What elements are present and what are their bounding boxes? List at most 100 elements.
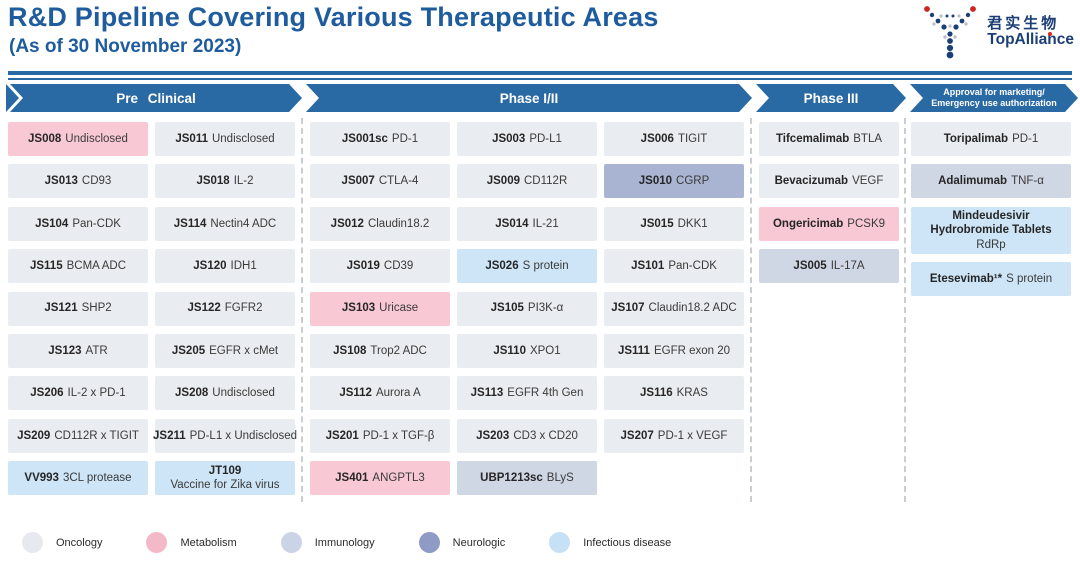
drug-target: CGRP bbox=[676, 175, 710, 188]
drug-code: JS203 bbox=[476, 429, 510, 442]
column-phase3: Tifcemalimab BTLA Bevacizumab VEGF Ongericim… bbox=[759, 122, 899, 284]
drug-code: Toripalimab bbox=[943, 132, 1009, 145]
drug-code: Ongericimab bbox=[772, 217, 844, 230]
pipeline-cell: JS012 Claudin18.2 bbox=[310, 206, 450, 241]
column-preclinical-1: JS008 Undisclosed JS013 CD93 JS104 Pan-CDK JS1… bbox=[8, 122, 148, 496]
drug-target: IL-2 x PD-1 bbox=[67, 387, 126, 400]
legend-label: Metabolism bbox=[180, 536, 237, 549]
pipeline-cell: Toripalimab PD-1 bbox=[911, 122, 1071, 156]
legend-color-dot bbox=[22, 532, 43, 553]
pipeline-cell: JS208 Undisclosed bbox=[155, 376, 295, 411]
pipeline-cell: Tifcemalimab BTLA bbox=[759, 122, 899, 156]
pipeline-cell: UBP1213sc BLyS bbox=[457, 461, 597, 496]
drug-target: S protein bbox=[522, 259, 569, 272]
legend-item: Infectious disease bbox=[549, 532, 671, 553]
drug-code: JS001sc bbox=[341, 132, 388, 145]
pipeline-cell: JS104 Pan-CDK bbox=[8, 206, 148, 241]
drug-target: CD39 bbox=[383, 259, 414, 272]
pipeline-cell: JS110 XPO1 bbox=[457, 333, 597, 368]
drug-code: JS201 bbox=[325, 429, 359, 442]
pipeline-cell: Etesevimab¹* S protein bbox=[911, 262, 1071, 297]
drug-code: JS026 bbox=[485, 259, 519, 272]
header-rule-thin bbox=[8, 78, 1072, 80]
pipeline-cell: JS105 PI3K-α bbox=[457, 291, 597, 326]
pipeline-cell: Ongericimab PCSK9 bbox=[759, 206, 899, 241]
drug-target: BLyS bbox=[546, 471, 574, 484]
drug-target: Trop2 ADC bbox=[370, 344, 427, 357]
drug-code: JS208 bbox=[175, 387, 209, 400]
drug-code: JS113 bbox=[470, 387, 504, 400]
legend-label: Infectious disease bbox=[583, 536, 672, 549]
drug-code: VV993 bbox=[24, 471, 59, 484]
pipeline-cell: JS122 FGFR2 bbox=[155, 291, 295, 326]
drug-target: CD112R bbox=[524, 175, 568, 188]
drug-code: JS007 bbox=[341, 175, 375, 188]
drug-code: JS105 bbox=[490, 302, 524, 315]
page-title: R&D Pipeline Covering Various Therapeuti… bbox=[8, 2, 659, 32]
drug-target: Claudin18.2 ADC bbox=[648, 302, 737, 315]
phase-banner-phase1-2: Phase I/II bbox=[306, 84, 752, 112]
drug-code: JS123 bbox=[48, 344, 82, 357]
drug-code: JS006 bbox=[640, 132, 674, 145]
drug-target: Aurora A bbox=[375, 387, 421, 400]
pipeline-cell: JS209 CD112R x TIGIT bbox=[8, 418, 148, 453]
legend-color-dot bbox=[418, 532, 440, 553]
logo-chinese-name: 君实生物 bbox=[987, 14, 1060, 32]
pipeline-cell: JS115 BCMA ADC bbox=[8, 249, 148, 284]
drug-code: JS110 bbox=[493, 344, 526, 357]
column-phase12-1: JS001sc PD-1 JS007 CTLA-4 JS012 Claudin18.2 JS… bbox=[310, 122, 450, 496]
drug-target: CD93 bbox=[81, 175, 112, 188]
drug-target: Uricase bbox=[379, 302, 419, 315]
pipeline-cell: JS003 PD-L1 bbox=[457, 122, 597, 156]
column-phase12-2: JS003 PD-L1 JS009 CD112R JS014 IL-21 JS026 S pr… bbox=[457, 122, 597, 496]
phase-label: Phase I/II bbox=[499, 90, 559, 106]
legend-item: Immunology bbox=[280, 532, 375, 553]
page-subtitle: (As of 30 November 2023) bbox=[9, 36, 242, 57]
drug-target: S protein bbox=[1006, 273, 1053, 286]
drug-code: JS012 bbox=[330, 217, 364, 230]
drug-code: JS116 bbox=[640, 387, 673, 400]
pipeline-cell: JS019 CD39 bbox=[310, 249, 450, 284]
pipeline-cell: JS107 Claudin18.2 ADC bbox=[604, 291, 744, 326]
drug-code: JS011 bbox=[175, 132, 208, 145]
drug-code: JS003 bbox=[492, 132, 526, 145]
pipeline-cell: Bevacizumab VEGF bbox=[759, 164, 899, 199]
legend-item: Neurologic bbox=[418, 532, 505, 553]
legend-label: Oncology bbox=[56, 536, 103, 549]
pipeline-cell: JS006 TIGIT bbox=[604, 122, 744, 156]
drug-code: JS008 bbox=[28, 132, 62, 145]
legend-label: Immunology bbox=[314, 536, 375, 549]
drug-target: PD-1 x VEGF bbox=[657, 429, 728, 442]
drug-code: JS120 bbox=[193, 259, 227, 272]
pipeline-cell: JS007 CTLA-4 bbox=[310, 164, 450, 199]
drug-code: JS207 bbox=[620, 429, 654, 442]
drug-code: JS209 bbox=[17, 429, 51, 442]
antibody-dots-icon bbox=[924, 6, 977, 59]
column-approval: Toripalimab PD-1 Adalimumab TNF-α Mindeudesi… bbox=[911, 122, 1071, 297]
therapeutic-area-legend: Oncology Metabolism Immunology Neurologic In… bbox=[22, 532, 715, 553]
pipeline-cell: JS401 ANGPTL3 bbox=[310, 461, 450, 496]
drug-target: PD-1 x TGF-β bbox=[362, 429, 435, 442]
pipeline-cell: JS120 IDH1 bbox=[155, 249, 295, 284]
drug-code: JS101 bbox=[631, 259, 665, 272]
pipeline-cell: JS108 Trop2 ADC bbox=[310, 333, 450, 368]
legend-color-dot bbox=[146, 532, 168, 553]
drug-target: Undisclosed bbox=[212, 387, 275, 400]
drug-target: VEGF bbox=[852, 175, 884, 188]
drug-target: PCSK9 bbox=[847, 217, 886, 230]
phase-banner-approval: Approval for marketing/ Emergency use au… bbox=[910, 84, 1078, 112]
drug-target: IL-17A bbox=[830, 259, 865, 272]
drug-code: Etesevimab¹* bbox=[929, 273, 1003, 286]
drug-target: Undisclosed bbox=[211, 132, 275, 145]
pipeline-cell: JS001sc PD-1 bbox=[310, 122, 450, 156]
drug-target: XPO1 bbox=[529, 344, 561, 357]
drug-code: JS211 bbox=[153, 429, 186, 442]
drug-target: EGFR 4th Gen bbox=[507, 387, 584, 400]
drug-target: Vaccine for Zika virus bbox=[170, 479, 280, 492]
pipeline-cell: JS113 EGFR 4th Gen bbox=[457, 376, 597, 411]
drug-target: PD-L1 x Undisclosed bbox=[189, 429, 298, 442]
drug-code: JS121 bbox=[44, 302, 78, 315]
drug-target: CTLA-4 bbox=[378, 175, 419, 188]
drug-target: BCMA ADC bbox=[66, 259, 127, 272]
drug-target: FGFR2 bbox=[224, 302, 263, 315]
